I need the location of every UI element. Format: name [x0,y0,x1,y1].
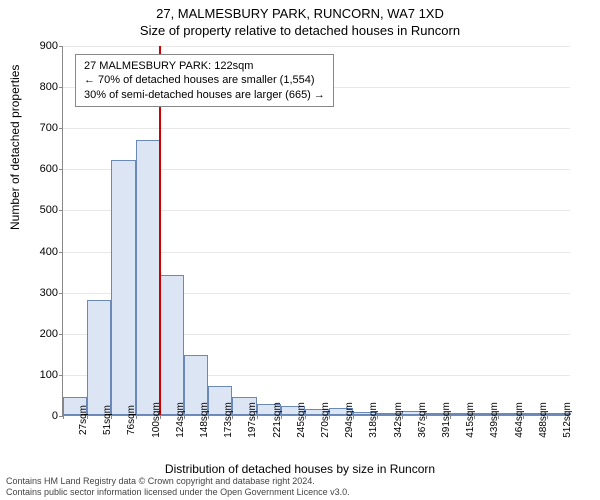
y-tick-mark [59,169,63,170]
x-tick-label: 415sqm [465,402,476,438]
x-tick-label: 197sqm [247,402,258,438]
chart-title-sub: Size of property relative to detached ho… [0,21,600,38]
chart-title-main: 27, MALMESBURY PARK, RUNCORN, WA7 1XD [0,0,600,21]
x-tick-label: 221sqm [272,402,283,438]
y-axis-label: Number of detached properties [8,65,22,230]
annotation-box: 27 MALMESBURY PARK: 122sqm ← 70% of deta… [75,54,334,107]
chart-plot-area: 27 MALMESBURY PARK: 122sqm ← 70% of deta… [62,46,570,416]
y-tick-label: 500 [40,204,58,216]
x-tick-label: 173sqm [223,402,234,438]
x-tick-label: 318sqm [368,402,379,438]
y-tick-mark [59,87,63,88]
footer-attribution: Contains HM Land Registry data © Crown c… [6,476,350,498]
histogram-bar [87,300,111,415]
y-gridline [63,46,570,47]
y-tick-mark [59,252,63,253]
y-tick-mark [59,293,63,294]
x-tick-label: 488sqm [538,402,549,438]
y-tick-label: 700 [40,122,58,134]
y-tick-label: 200 [40,328,58,340]
x-tick-label: 391sqm [441,402,452,438]
x-tick-label: 270sqm [320,402,331,438]
x-tick-label: 245sqm [296,402,307,438]
x-tick-label: 76sqm [126,405,137,435]
y-tick-mark [59,210,63,211]
x-tick-label: 100sqm [151,402,162,438]
y-gridline [63,128,570,129]
x-tick-label: 294sqm [344,402,355,438]
x-tick-label: 27sqm [78,405,89,435]
x-tick-label: 464sqm [514,402,525,438]
y-tick-mark [59,128,63,129]
y-tick-label: 100 [40,369,58,381]
histogram-bar [160,275,184,415]
histogram-bar [136,140,160,415]
y-tick-label: 600 [40,163,58,175]
x-axis-label: Distribution of detached houses by size … [0,462,600,476]
annotation-line1: 27 MALMESBURY PARK: 122sqm [84,59,325,73]
y-tick-label: 300 [40,287,58,299]
x-tick-mark [63,415,64,419]
y-tick-label: 400 [40,246,58,258]
histogram-bar [111,160,135,415]
x-tick-label: 148sqm [199,402,210,438]
x-tick-label: 367sqm [417,402,428,438]
y-tick-mark [59,46,63,47]
y-tick-label: 0 [52,410,58,422]
y-tick-label: 900 [40,40,58,52]
x-tick-label: 124sqm [175,402,186,438]
y-tick-mark [59,375,63,376]
annotation-line3: 30% of semi-detached houses are larger (… [84,88,325,102]
annotation-line2: ← 70% of detached houses are smaller (1,… [84,73,325,87]
x-tick-label: 51sqm [102,405,113,435]
x-tick-label: 512sqm [562,402,573,438]
footer-line2: Contains public sector information licen… [6,487,350,498]
footer-line1: Contains HM Land Registry data © Crown c… [6,476,350,487]
x-tick-label: 439sqm [489,402,500,438]
y-tick-mark [59,334,63,335]
x-tick-label: 342sqm [393,402,404,438]
y-tick-label: 800 [40,81,58,93]
